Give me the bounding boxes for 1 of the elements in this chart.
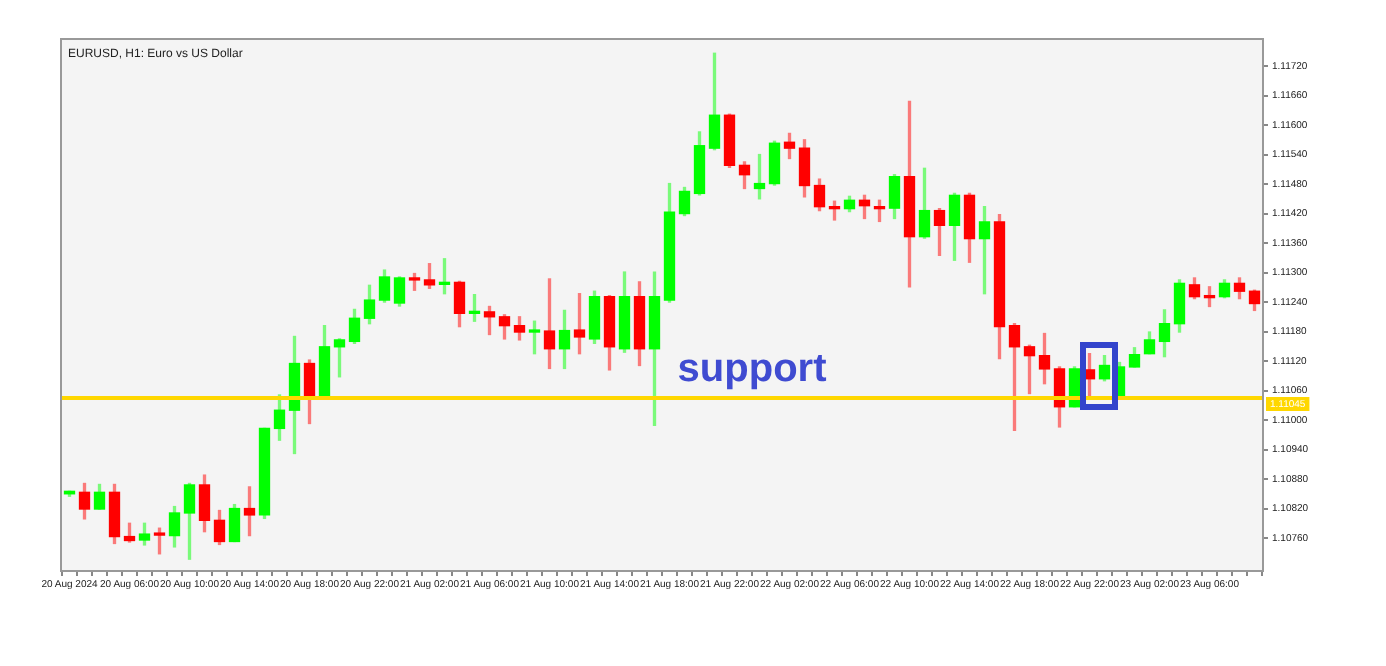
annotation: support: [677, 346, 828, 391]
